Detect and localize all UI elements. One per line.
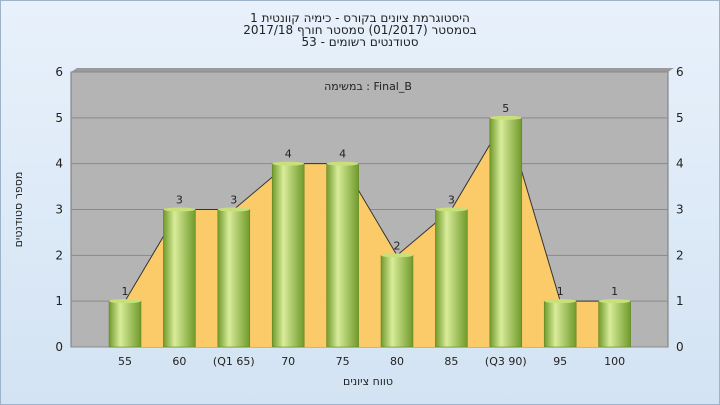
y-tick-label-right: 4 bbox=[676, 157, 684, 171]
chart-title-line-1: היסטוגרמת ציונים בקורס - כימיה קוונטית 1 bbox=[250, 11, 470, 25]
x-tick-label: 80 bbox=[390, 355, 404, 368]
y-tick-label-left: 3 bbox=[55, 203, 63, 217]
chart-title-line-2: בסמסטר (01/2017) סמסטר חורף 2017/18 bbox=[243, 23, 477, 37]
y-tick-label-right: 0 bbox=[676, 340, 684, 354]
y-tick-label-left: 6 bbox=[55, 65, 63, 79]
x-tick-label: 85 bbox=[444, 355, 458, 368]
bar bbox=[271, 163, 305, 348]
bar-value-label: 3 bbox=[448, 194, 455, 207]
distribution-line bbox=[124, 116, 615, 302]
bar-value-label: 3 bbox=[230, 194, 237, 207]
y-tick-label-right: 6 bbox=[676, 65, 684, 79]
bar-value-label: 5 bbox=[502, 102, 509, 115]
bar-value-label: 1 bbox=[557, 285, 564, 298]
x-tick-label: (Q3 90) bbox=[485, 355, 527, 368]
x-axis-label: טווח ציונים bbox=[343, 375, 393, 388]
x-tick-label: 100 bbox=[604, 355, 625, 368]
x-tick-label: 75 bbox=[336, 355, 350, 368]
x-tick-label: (Q1 65) bbox=[213, 355, 255, 368]
bar-cap bbox=[217, 207, 250, 212]
bar-value-label: 1 bbox=[122, 285, 129, 298]
bar-cap bbox=[598, 299, 631, 304]
y-tick-label-right: 1 bbox=[676, 294, 684, 308]
bar bbox=[543, 300, 577, 348]
bar-value-label: 4 bbox=[285, 148, 292, 161]
bar-cap bbox=[272, 161, 305, 166]
y-tick-label-left: 5 bbox=[55, 111, 63, 125]
bar-cap bbox=[163, 207, 196, 212]
bar-cap bbox=[326, 161, 359, 166]
bar bbox=[435, 209, 468, 348]
bar-cap bbox=[381, 253, 413, 258]
x-tick-label: 55 bbox=[118, 355, 132, 368]
bar-cap bbox=[109, 299, 141, 304]
bar bbox=[598, 300, 631, 348]
x-tick-label: 60 bbox=[172, 355, 186, 368]
bar bbox=[163, 209, 196, 348]
bar-value-label: 1 bbox=[611, 285, 618, 298]
bar bbox=[108, 300, 142, 348]
chart-title-line-3: סטודנטים רשומים - 53 bbox=[301, 35, 419, 49]
y-tick-label-right: 2 bbox=[676, 248, 684, 262]
bar bbox=[489, 117, 523, 348]
bar-value-label: 4 bbox=[339, 148, 346, 161]
x-tick-label: 95 bbox=[553, 355, 567, 368]
chart-annotation: במשימה : Final_B bbox=[324, 80, 412, 93]
bar-cap bbox=[435, 207, 468, 212]
bar-value-label: 3 bbox=[176, 194, 183, 207]
bar-cap bbox=[489, 115, 522, 120]
y-tick-label-left: 0 bbox=[55, 340, 63, 354]
bar bbox=[217, 209, 251, 348]
x-tick-label: 70 bbox=[281, 355, 295, 368]
y-tick-label-right: 3 bbox=[676, 203, 684, 217]
bar-cap bbox=[544, 299, 577, 304]
y-tick-label-left: 4 bbox=[55, 157, 63, 171]
y-tick-label-left: 1 bbox=[55, 294, 63, 308]
bar bbox=[326, 163, 359, 348]
bar bbox=[380, 255, 414, 348]
y-tick-label-left: 2 bbox=[55, 248, 63, 262]
bar-value-label: 2 bbox=[394, 239, 401, 252]
plot-top-edge bbox=[71, 68, 674, 72]
y-axis-label: מספר סטודנטים bbox=[12, 172, 25, 248]
y-tick-label-right: 5 bbox=[676, 111, 684, 125]
